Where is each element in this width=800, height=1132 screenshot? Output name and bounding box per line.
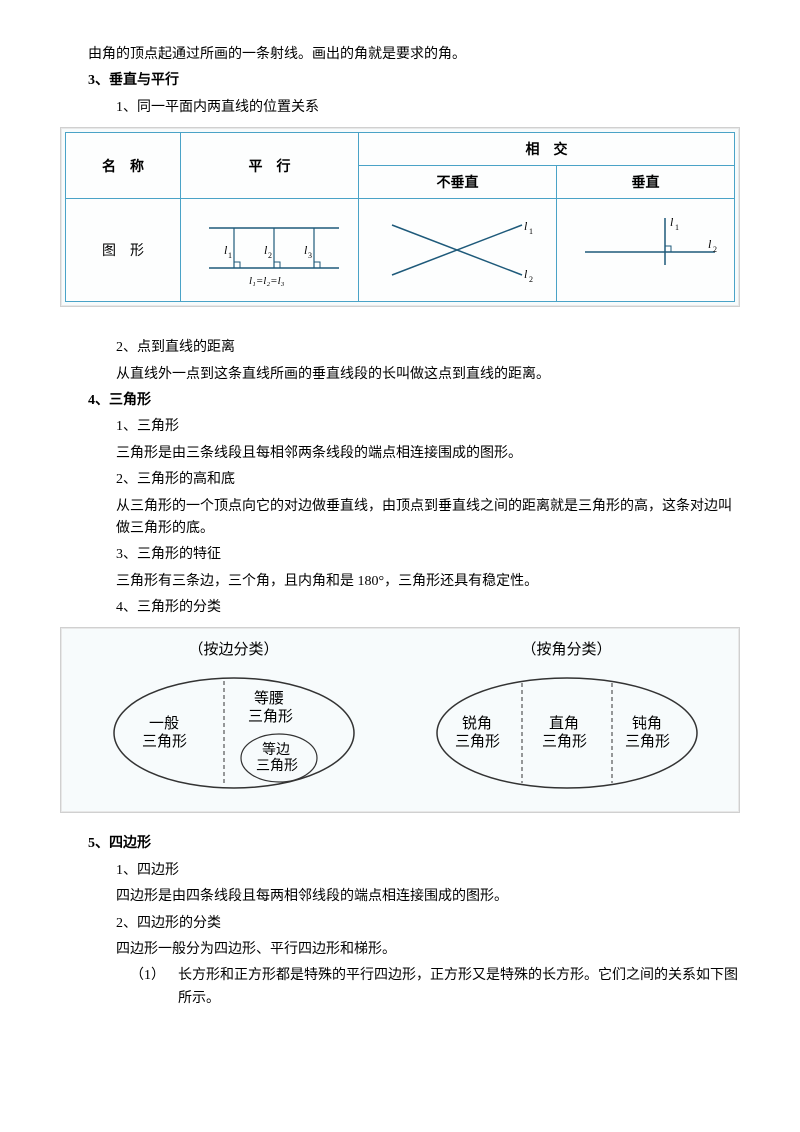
th-parallel: 平 行 [180, 133, 358, 199]
perp-svg: l1 l2 [570, 210, 720, 290]
svg-text:l: l [708, 237, 712, 251]
svg-text:锐角: 锐角 [462, 715, 492, 732]
s3-point-1: 1、同一平面内两直线的位置关系 [60, 97, 740, 119]
svg-text:三角形: 三角形 [455, 733, 500, 750]
svg-text:钝角: 钝角 [632, 715, 662, 732]
svg-text:三角形: 三角形 [625, 733, 670, 750]
svg-text:3: 3 [308, 251, 312, 260]
section-3-heading: 3、垂直与平行 [60, 70, 740, 92]
th-intersect: 相 交 [358, 133, 734, 166]
svg-text:三角形: 三角形 [142, 733, 187, 750]
svg-text:2: 2 [268, 251, 272, 260]
td-not-perp-figure: l1 l2 [358, 199, 556, 302]
th-name: 名 称 [66, 133, 181, 199]
svg-text:1: 1 [228, 251, 232, 260]
intro-text: 由角的顶点起通过所画的一条射线。画出的角就是要求的角。 [60, 44, 740, 66]
svg-text:直角: 直角 [549, 715, 579, 732]
svg-text:等边: 等边 [262, 741, 290, 758]
s5-p2-num: 2、四边形的分类 [60, 913, 740, 935]
s3-point-2-text: 从直线外一点到这条直线所画的垂直线段的长叫做这点到直线的距离。 [60, 364, 740, 386]
td-figure-label: 图 形 [66, 199, 181, 302]
svg-text:2: 2 [529, 275, 533, 284]
section-5-heading: 5、四边形 [60, 833, 740, 855]
venn-left-svg: 一般 三角形 等腰 三角形 等边 三角形 [104, 663, 364, 793]
svg-text:1: 1 [675, 223, 679, 232]
svg-text:2: 2 [713, 245, 717, 254]
s3-point-2-num: 2、点到直线的距离 [60, 337, 740, 359]
svg-text:l₁=l₂=l₃: l₁=l₂=l₃ [249, 275, 285, 287]
svg-text:三角形: 三角形 [256, 758, 298, 774]
s5-p3-text: 长方形和正方形都是特殊的平行四边形，正方形又是特殊的长方形。它们之间的关系如下图… [178, 965, 740, 1010]
svg-text:三角形: 三角形 [248, 708, 293, 725]
venn-right-title: （按角分类） [400, 638, 733, 659]
venn-left: （按边分类） 一般 三角形 等腰 三角形 等边 三角形 [67, 638, 400, 798]
s5-p3-label: （1） [130, 965, 178, 1010]
lines-relation-table: 名 称 平 行 相 交 不垂直 垂直 图 形 [65, 132, 735, 302]
svg-text:l: l [524, 267, 528, 281]
s4-p1-text: 三角形是由三条线段且每相邻两条线段的端点相连接围成的图形。 [60, 443, 740, 465]
svg-text:等腰: 等腰 [254, 689, 284, 707]
s4-p2-num: 2、三角形的高和底 [60, 469, 740, 491]
td-parallel-figure: l1 l2 l3 l₁=l₂=l₃ [180, 199, 358, 302]
svg-text:1: 1 [529, 227, 533, 236]
lines-relation-table-figure: 名 称 平 行 相 交 不垂直 垂直 图 形 [60, 127, 740, 307]
s4-p4-num: 4、三角形的分类 [60, 597, 740, 619]
th-not-perp: 不垂直 [358, 166, 556, 199]
td-perp-figure: l1 l2 [556, 199, 734, 302]
s5-p2-text: 四边形一般分为四边形、平行四边形和梯形。 [60, 939, 740, 961]
triangle-classification-figure: （按边分类） 一般 三角形 等腰 三角形 等边 三角形 （按角分类） [60, 627, 740, 813]
svg-text:一般: 一般 [149, 715, 179, 732]
not-perp-svg: l1 l2 [372, 210, 542, 290]
venn-left-title: （按边分类） [67, 638, 400, 659]
parallel-svg: l1 l2 l3 l₁=l₂=l₃ [194, 210, 344, 290]
s4-p3-text: 三角形有三条边，三个角，且内角和是 180°，三角形还具有稳定性。 [60, 571, 740, 593]
venn-right-svg: 锐角 三角形 直角 三角形 钝角 三角形 [427, 663, 707, 793]
s5-p1-text: 四边形是由四条线段且每两相邻线段的端点相连接围成的图形。 [60, 886, 740, 908]
s4-p3-num: 3、三角形的特征 [60, 544, 740, 566]
svg-text:l: l [524, 219, 528, 233]
svg-text:l: l [670, 215, 674, 229]
section-4-heading: 4、三角形 [60, 390, 740, 412]
svg-text:三角形: 三角形 [542, 733, 587, 750]
s5-p1-num: 1、四边形 [60, 860, 740, 882]
th-perp: 垂直 [556, 166, 734, 199]
venn-right: （按角分类） 锐角 三角形 直角 三角形 钝角 三角形 [400, 638, 733, 798]
s4-p2-text: 从三角形的一个顶点向它的对边做垂直线，由顶点到垂直线之间的距离就是三角形的高，这… [60, 496, 740, 541]
s4-p1-num: 1、三角形 [60, 416, 740, 438]
